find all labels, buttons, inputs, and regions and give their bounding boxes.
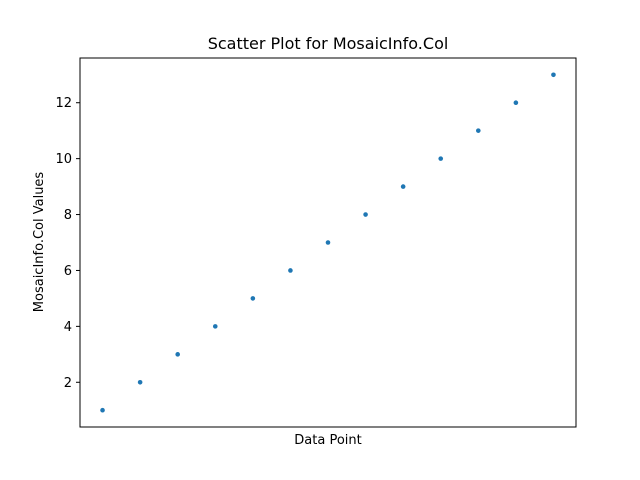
data-point [325, 240, 331, 245]
y-tick-label: 4 [64, 320, 72, 335]
data-point [288, 268, 293, 273]
y-axis: 2 4 6 8 10 12 [55, 96, 80, 391]
data-point [212, 324, 218, 329]
y-tick-label: 12 [55, 96, 72, 111]
data-point [438, 156, 444, 161]
data-point [476, 128, 481, 133]
data-point [100, 407, 105, 413]
x-axis-label: Data Point [294, 433, 361, 448]
data-point [250, 296, 256, 301]
data-points [100, 72, 556, 413]
data-point [175, 352, 180, 357]
data-point [513, 100, 519, 106]
chart-title: Scatter Plot for MosaicInfo.Col [208, 34, 449, 53]
data-point [400, 184, 406, 189]
y-tick-label: 6 [64, 264, 72, 279]
y-tick-label: 10 [55, 152, 72, 167]
data-point [137, 379, 143, 385]
y-axis-label: MosaicInfo.Col Values [32, 172, 47, 313]
y-tick-label: 8 [64, 208, 72, 223]
y-tick-label: 2 [64, 376, 72, 391]
data-point [551, 72, 556, 78]
data-point [363, 212, 368, 217]
